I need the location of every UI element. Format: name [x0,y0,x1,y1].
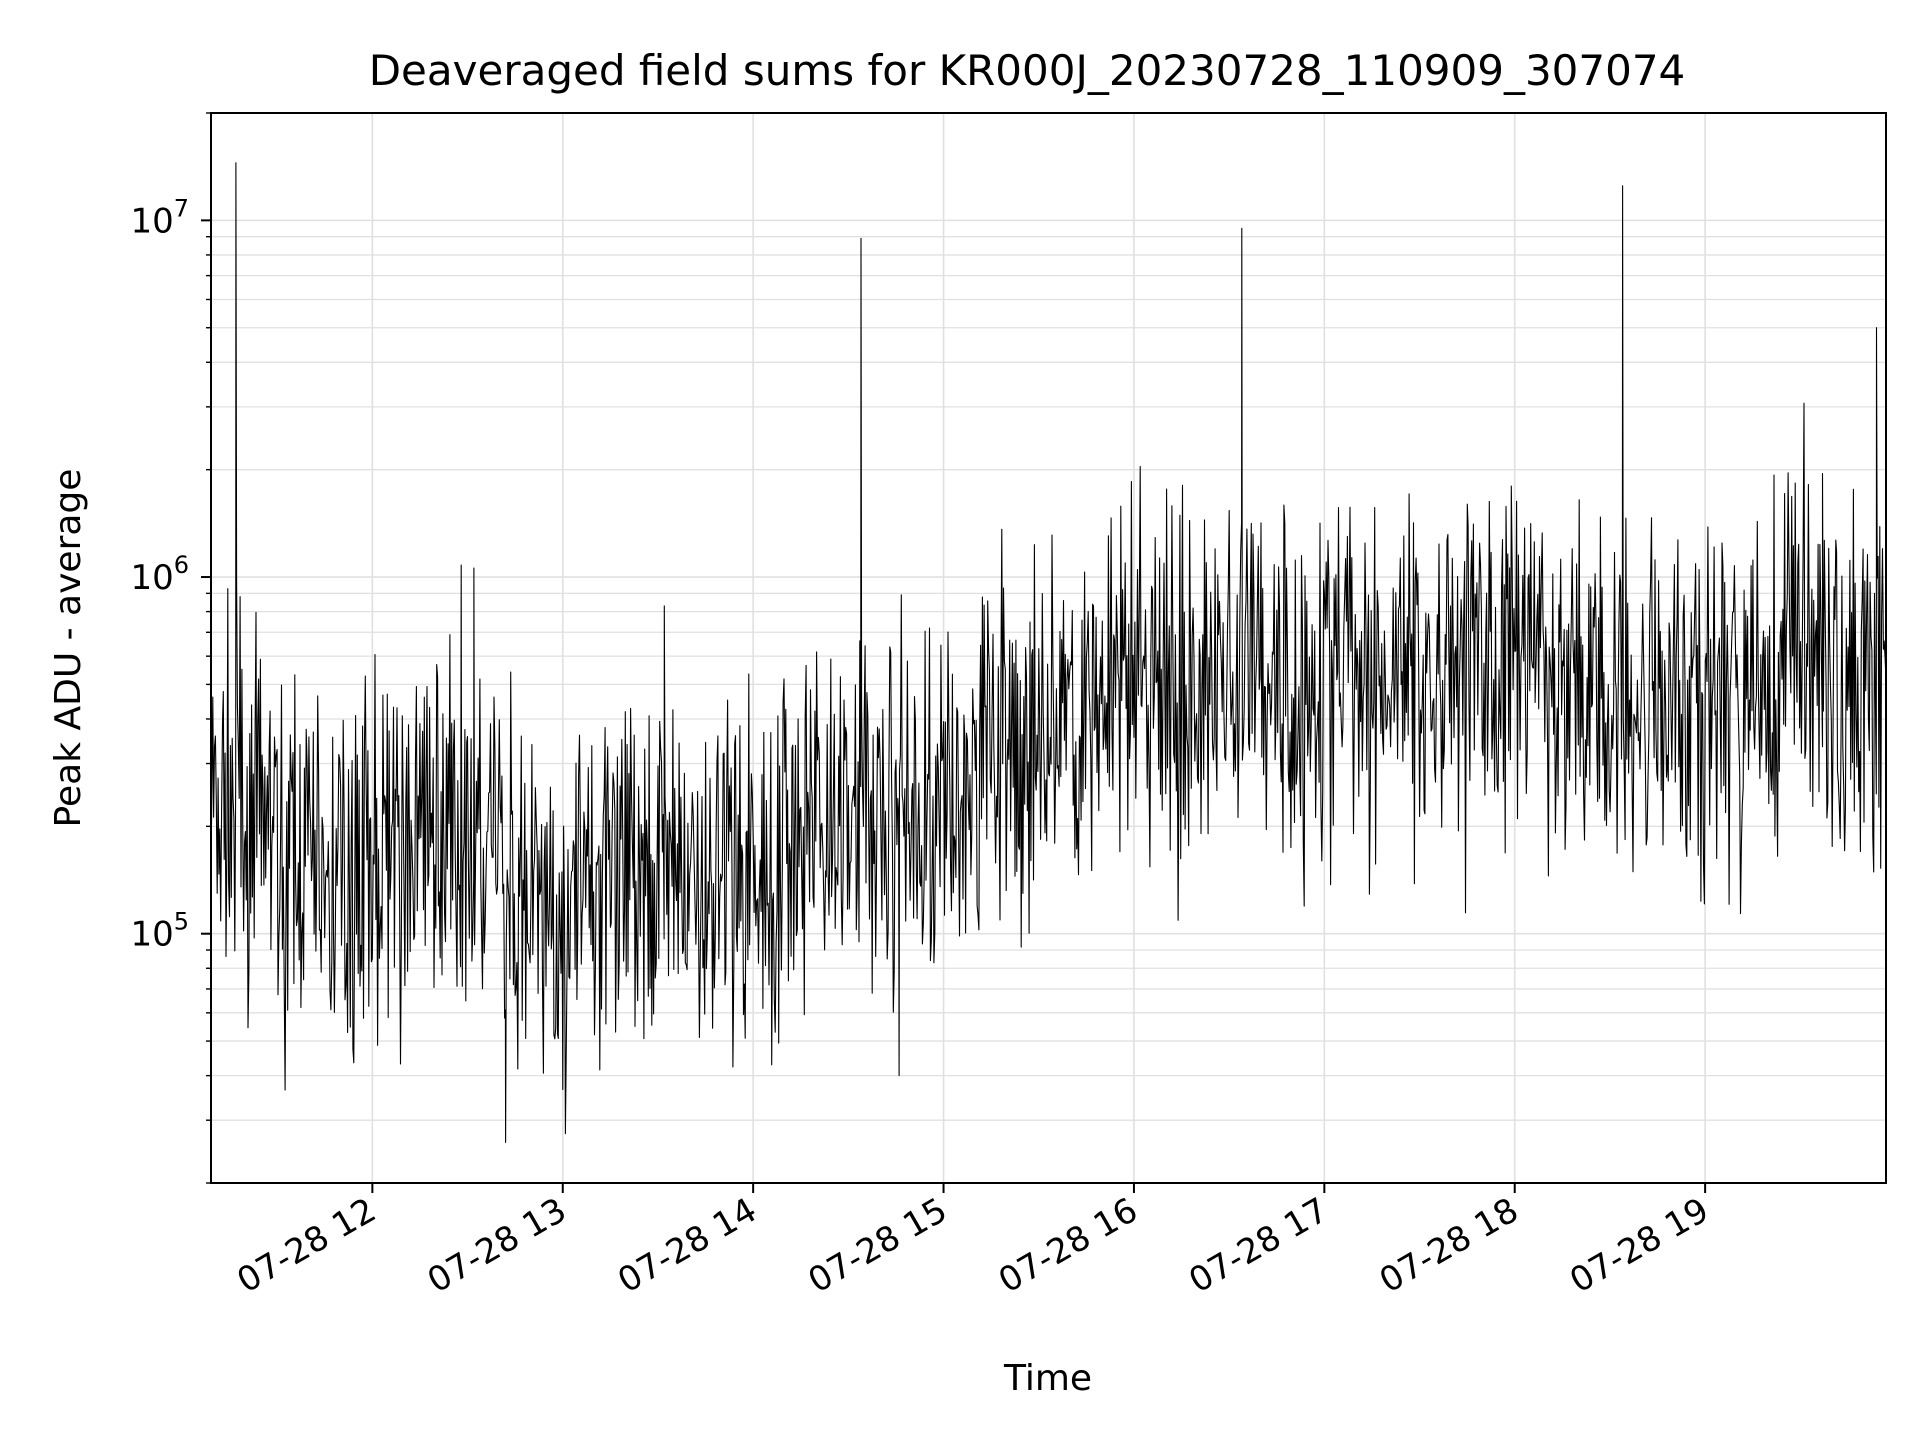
data-line [210,162,1887,1143]
y-tick-label: 106 [130,551,189,598]
plot-frame [210,112,1887,1184]
y-tick-label: 105 [130,908,189,955]
chart-title: Deaveraged field sums for KR000J_2023072… [369,46,1686,95]
y-tick-label: 107 [130,194,189,241]
y-axis-label: Peak ADU - average [48,469,89,828]
data-series [210,162,1887,1143]
y-axis-ticks: 105 106 107 [130,112,211,1184]
x-axis-label: Time [1003,1358,1092,1399]
